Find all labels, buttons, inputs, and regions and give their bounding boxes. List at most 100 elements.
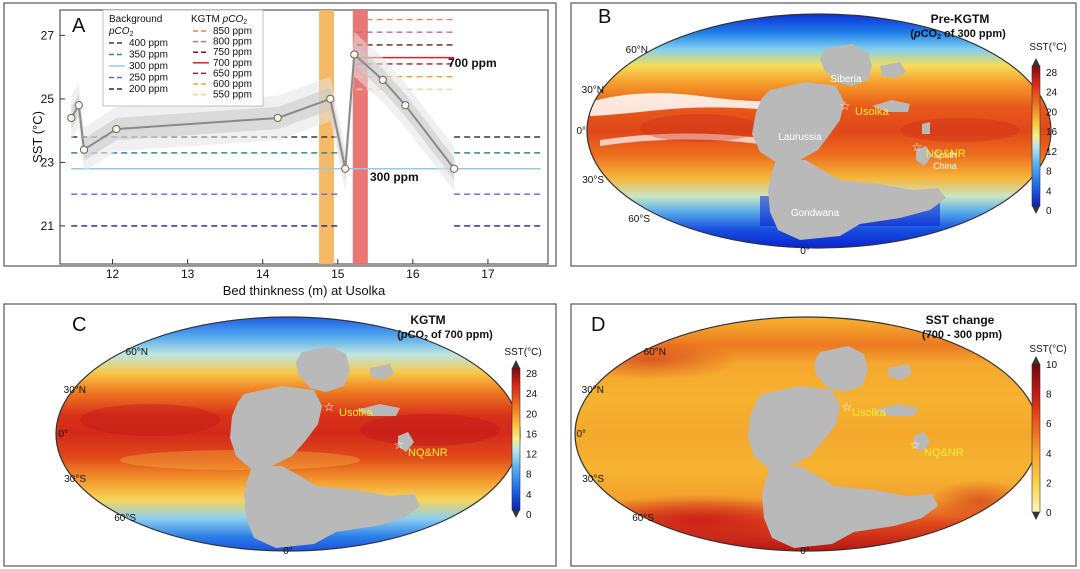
legend-label-kgtm-6: 550 ppm (213, 90, 252, 101)
annotation-700ppm: 700 ppm (448, 56, 497, 70)
data-point-10 (450, 164, 459, 173)
legend-label-kgtm-2: 750 ppm (213, 47, 252, 58)
colorbar-d-tick-0: 10 (1046, 360, 1058, 371)
y-axis-label: SST (°C) (30, 111, 45, 163)
site-label-usolka: Usolka (852, 407, 887, 419)
x-axis-label: Bed thinkness (m) at Usolka (223, 283, 386, 298)
colorbar-c-tick-1: 24 (526, 389, 538, 400)
panel-letter-c: C (72, 314, 86, 336)
continents (748, 346, 938, 548)
siberia-landmass (820, 44, 872, 86)
site-label-nqnr: NQ&NR (926, 148, 966, 160)
x-tick-label-4: 16 (406, 267, 420, 281)
legend-label-bg-0: 400 ppm (129, 38, 168, 49)
site-label-nqnr: NQ&NR (924, 447, 964, 459)
x-tick-label-0: 12 (106, 267, 120, 281)
panel-letter-b: B (598, 6, 611, 28)
colorbar-c-tick-6: 4 (526, 490, 532, 501)
lat-label-30s: 30°S (582, 175, 604, 186)
lon-label-0: 0° (800, 246, 810, 257)
colorbar-b-tick-7: 0 (1046, 206, 1052, 217)
legend-label-bg-1: 350 ppm (129, 50, 168, 61)
uncertainty-envelope-inner (71, 43, 455, 180)
legend-label-kgtm-5: 600 ppm (213, 79, 252, 90)
island (888, 364, 912, 380)
lat-label-eq: 0° (576, 126, 586, 137)
panel-c-title: KGTM (410, 313, 445, 327)
x-tick-label-5: 17 (481, 267, 495, 281)
colorbar-b-tick-3: 16 (1046, 127, 1058, 138)
colorbar-d-tick-5: 0 (1046, 508, 1052, 519)
panel-b-subtitle: (pCO2 of 300 ppm) (910, 28, 1006, 41)
legend-label-kgtm-0: 850 ppm (213, 26, 252, 37)
island (356, 404, 400, 416)
landmass (230, 386, 322, 468)
annotation-300ppm: 300 ppm (370, 170, 419, 184)
data-point-0 (67, 113, 76, 123)
panel-letter-a: A (72, 15, 86, 37)
lat-label-30n: 30°N (582, 385, 604, 396)
legend-background-title: Background (109, 14, 162, 25)
lat-label-60n: 60°N (126, 347, 148, 358)
colorbar-b-tick-1: 24 (1046, 88, 1058, 99)
panel-b-map: B Pre-KGTM (pCO2 of 300 ppm) 60°N 30°N 0… (576, 6, 1066, 257)
data-point-5 (326, 94, 335, 104)
lat-label-30s: 30°S (64, 474, 86, 485)
panel-c-subtitle: (pCO2 of 700 ppm) (397, 329, 493, 342)
colorbar-b-tick-2: 20 (1046, 107, 1058, 118)
data-point-9 (401, 101, 410, 110)
colorbar-d-tick-3: 4 (1046, 449, 1052, 460)
panel-d-subtitle: (700 - 300 ppm) (922, 329, 1002, 341)
place-south-china-2: China (933, 161, 957, 171)
lat-label-60s: 60°S (628, 214, 650, 225)
lat-label-60s: 60°S (114, 513, 136, 524)
site-star-usolka: ☆ (840, 99, 851, 113)
landmass (244, 466, 420, 548)
landmass (814, 346, 868, 392)
lat-label-eq: 0° (58, 429, 68, 440)
site-star-nqnr: ☆ (910, 438, 921, 452)
island (922, 122, 930, 134)
x-tick-label-1: 13 (181, 267, 195, 281)
island (880, 62, 906, 78)
landmass (296, 346, 350, 392)
lon-label-0: 0° (800, 546, 810, 557)
lat-label-60n: 60°N (626, 45, 648, 56)
island (872, 100, 910, 112)
colorbar-b-tick-0: 28 (1046, 68, 1058, 79)
colorbar-d-label: SST(°C) (1029, 344, 1066, 355)
data-point-6 (341, 164, 350, 173)
colorbar-d (1031, 363, 1041, 513)
colorbar-b-tick-5: 8 (1046, 167, 1052, 178)
panel-a-line-chart: 12 13 14 15 16 17 21 23 25 27 A Bed thinkness (m… (30, 9, 549, 298)
colorbar-c-tick-4: 12 (526, 450, 538, 461)
site-star-usolka: ☆ (324, 400, 335, 414)
place-siberia: Siberia (830, 74, 862, 85)
panel-letter-d: D (591, 314, 605, 336)
lat-label-eq: 0° (576, 429, 586, 440)
data-point-8 (378, 75, 387, 84)
colorbar-b-tick-6: 4 (1046, 186, 1052, 197)
colorbar-d-tick-2: 6 (1046, 419, 1052, 430)
continents (752, 44, 946, 240)
lat-label-30n: 30°N (64, 385, 86, 396)
legend-label-bg-2: 300 ppm (129, 61, 168, 72)
panel-d-title: SST change (926, 313, 995, 327)
data-point-3 (112, 124, 121, 134)
site-label-usolka: Usolka (855, 106, 890, 118)
plot-area (59, 9, 549, 265)
colorbar-c-tick-2: 20 (526, 409, 538, 420)
map-outline (586, 13, 1052, 249)
island (398, 432, 414, 452)
legend-background-pco2: pCO2 (108, 26, 134, 38)
lat-label-60n: 60°N (644, 347, 666, 358)
south-china-landmass (916, 146, 932, 166)
lon-label-0: 0° (283, 546, 293, 557)
island (370, 364, 394, 380)
legend-label-kgtm-1: 800 ppm (213, 37, 252, 48)
landmass (762, 466, 938, 548)
site-label-usolka: Usolka (339, 407, 374, 419)
continents (230, 346, 420, 548)
